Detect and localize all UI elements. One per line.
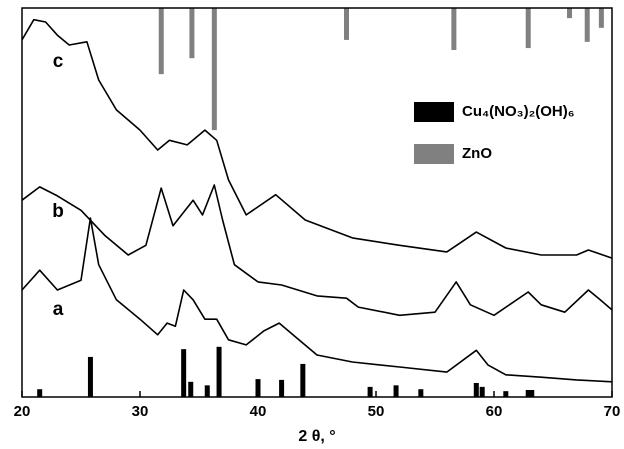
reference-peak (216, 346, 222, 397)
x-tick-label: 70 (604, 403, 621, 420)
legend-label: ZnO (462, 145, 492, 162)
reference-peak (503, 391, 509, 397)
reference-peak (211, 8, 217, 131)
x-tick-label: 50 (368, 403, 385, 420)
reference-peak (525, 8, 531, 49)
legend-swatch (414, 144, 454, 164)
xrd-curve (21, 18, 613, 259)
plot-frame (21, 7, 613, 398)
reference-peak (279, 379, 285, 397)
x-tick-label: 40 (250, 403, 267, 420)
reference-peak (344, 8, 349, 40)
xrd-curve (21, 217, 613, 383)
reference-peak (418, 389, 424, 397)
reference-peak (479, 386, 485, 397)
x-tick-label: 60 (486, 403, 503, 420)
reference-peak (87, 356, 93, 397)
reference-peak (181, 349, 187, 397)
reference-peak (393, 385, 399, 397)
reference-peak (525, 389, 531, 397)
reference-peak (584, 8, 590, 42)
reference-peak (189, 8, 195, 59)
curve-label: c (53, 51, 64, 72)
reference-peak (367, 386, 373, 397)
legend-label: Cu₄(NO₃)₂(OH)₆ (462, 103, 575, 120)
reference-peak (37, 389, 43, 397)
reference-peak (473, 382, 479, 397)
x-tick-label: 30 (132, 403, 149, 420)
xrd-curve (21, 184, 613, 317)
reference-peak (567, 8, 573, 19)
reference-peak (255, 379, 261, 397)
curve-label: a (53, 299, 64, 320)
legend-swatch (414, 102, 454, 122)
x-axis-label: 2 θ, ° (298, 428, 335, 445)
reference-peak (188, 381, 194, 397)
reference-peak (158, 8, 164, 75)
reference-peak (204, 385, 210, 397)
reference-peak (451, 8, 457, 51)
curve-label: b (52, 201, 64, 222)
reference-peak (529, 389, 535, 397)
reference-peak (300, 363, 306, 397)
reference-peak (598, 8, 604, 28)
x-tick-label: 20 (14, 403, 31, 420)
